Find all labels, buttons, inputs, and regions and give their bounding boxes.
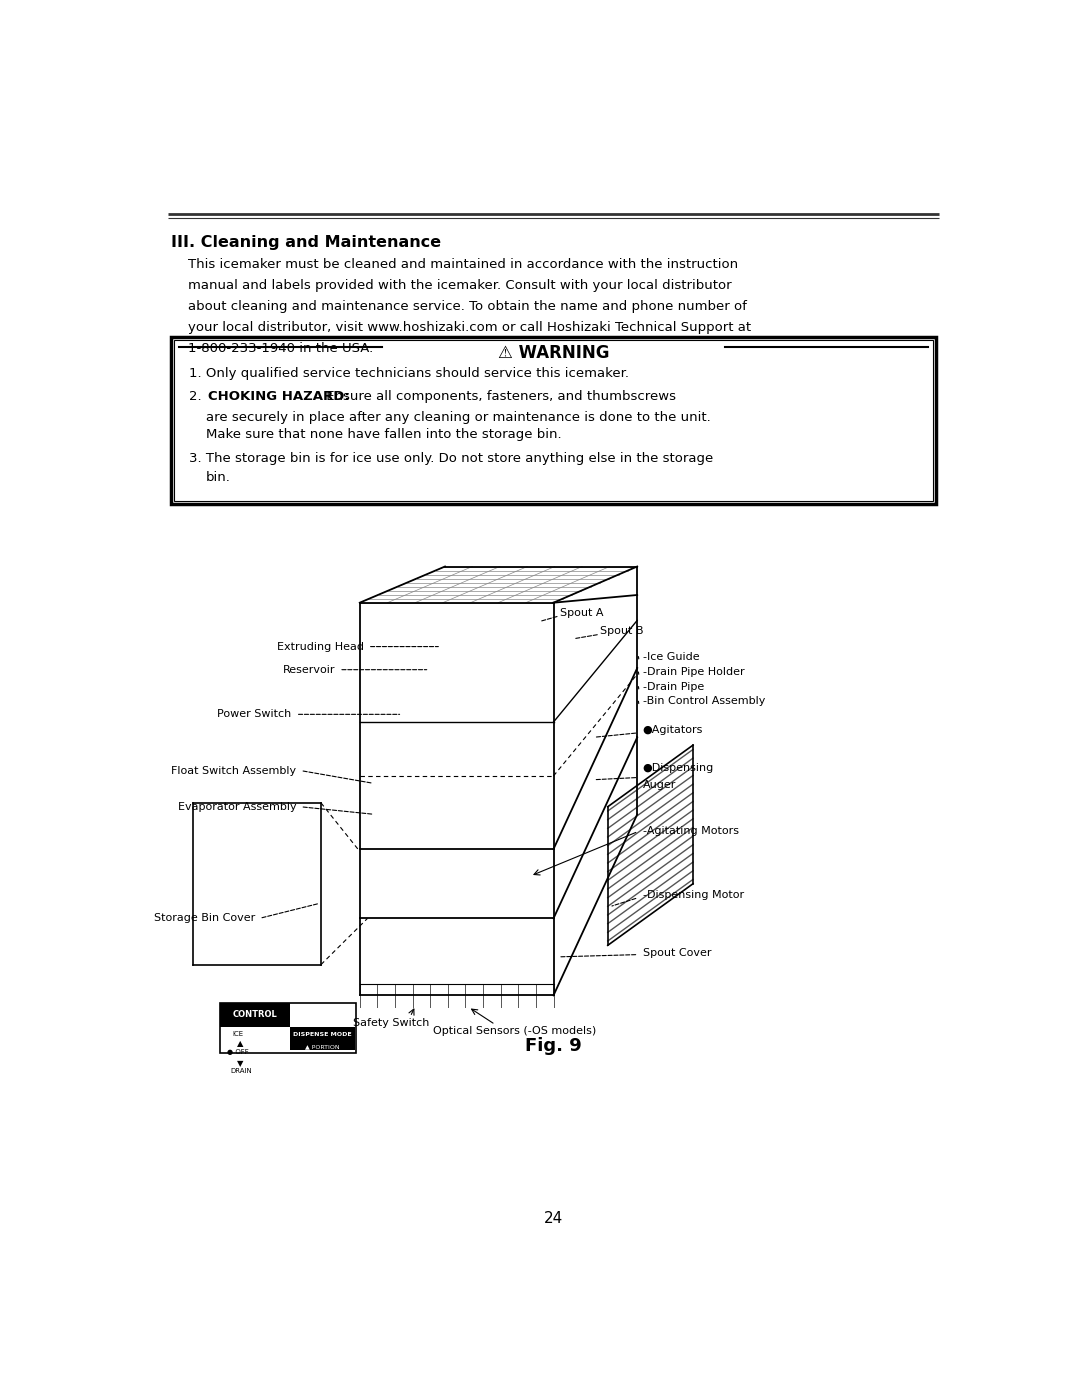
Text: 1. Only qualified service technicians should service this icemaker.: 1. Only qualified service technicians sh… [189,366,630,380]
Text: Safety Switch: Safety Switch [352,1018,429,1028]
Text: Power Switch: Power Switch [217,710,292,719]
Text: CHOKING HAZARD:: CHOKING HAZARD: [207,390,350,404]
Text: DRAIN: DRAIN [230,1067,252,1074]
Text: ▼ CONTINUOUS: ▼ CONTINUOUS [298,1058,347,1062]
Text: ▲ PORTION: ▲ PORTION [306,1044,340,1049]
Text: This icemaker must be cleaned and maintained in accordance with the instruction: This icemaker must be cleaned and mainta… [171,258,738,271]
Text: 1-800-233-1940 in the USA.: 1-800-233-1940 in the USA. [171,342,374,355]
Text: are securely in place after any cleaning or maintenance is done to the unit.: are securely in place after any cleaning… [206,411,711,423]
Text: -Drain Pipe: -Drain Pipe [643,682,704,692]
Text: -Dispensing Motor: -Dispensing Motor [643,890,744,900]
Text: Ensure all components, fasteners, and thumbscrews: Ensure all components, fasteners, and th… [322,390,676,404]
Text: Fig. 9: Fig. 9 [525,1037,582,1055]
Text: -Ice Guide: -Ice Guide [643,651,699,662]
Text: 2.: 2. [189,390,206,404]
Text: ●Dispensing: ●Dispensing [643,763,714,774]
Text: III. Cleaning and Maintenance: III. Cleaning and Maintenance [171,236,441,250]
Text: Spout A: Spout A [559,608,604,617]
Text: manual and labels provided with the icemaker. Consult with your local distributo: manual and labels provided with the icem… [171,279,731,292]
Text: Evaporator Assembly: Evaporator Assembly [177,802,296,812]
Text: -Drain Pipe Holder: -Drain Pipe Holder [643,666,744,678]
Bar [291,1027,355,1051]
Bar [171,337,936,504]
Text: Extruding Head: Extruding Head [276,641,364,651]
Text: Float Switch Assembly: Float Switch Assembly [171,766,296,775]
Text: ▼: ▼ [237,1059,243,1069]
Text: ●Agitators: ●Agitators [643,725,703,735]
Text: your local distributor, visit www.hoshizaki.com or call Hoshizaki Technical Supp: your local distributor, visit www.hoshiz… [171,321,751,334]
Text: bin.: bin. [206,471,231,483]
Text: ⚠ WARNING: ⚠ WARNING [498,344,609,362]
Text: Spout Cover: Spout Cover [643,949,711,958]
Text: Storage Bin Cover: Storage Bin Cover [153,914,255,923]
Bar [220,1003,356,1053]
Text: ICE: ICE [233,1031,244,1037]
Text: -Bin Control Assembly: -Bin Control Assembly [643,696,765,707]
Text: -Agitating Motors: -Agitating Motors [643,827,739,837]
Bar [174,339,933,502]
Text: Spout B: Spout B [600,626,644,636]
Text: Optical Sensors (-OS models): Optical Sensors (-OS models) [433,1027,596,1037]
Text: 3. The storage bin is for ice use only. Do not store anything else in the storag: 3. The storage bin is for ice use only. … [189,451,714,465]
Text: DISPENSE MODE: DISPENSE MODE [294,1032,352,1037]
Text: ▲: ▲ [237,1038,243,1048]
Text: CONTROL: CONTROL [233,1010,278,1020]
Text: ● OFF: ● OFF [227,1049,248,1055]
Text: Auger: Auger [643,780,676,791]
Text: Reservoir: Reservoir [283,665,335,675]
Text: Make sure that none have fallen into the storage bin.: Make sure that none have fallen into the… [206,427,562,441]
Text: 24: 24 [544,1211,563,1227]
Text: about cleaning and maintenance service. To obtain the name and phone number of: about cleaning and maintenance service. … [171,300,747,313]
Bar [220,1003,291,1027]
